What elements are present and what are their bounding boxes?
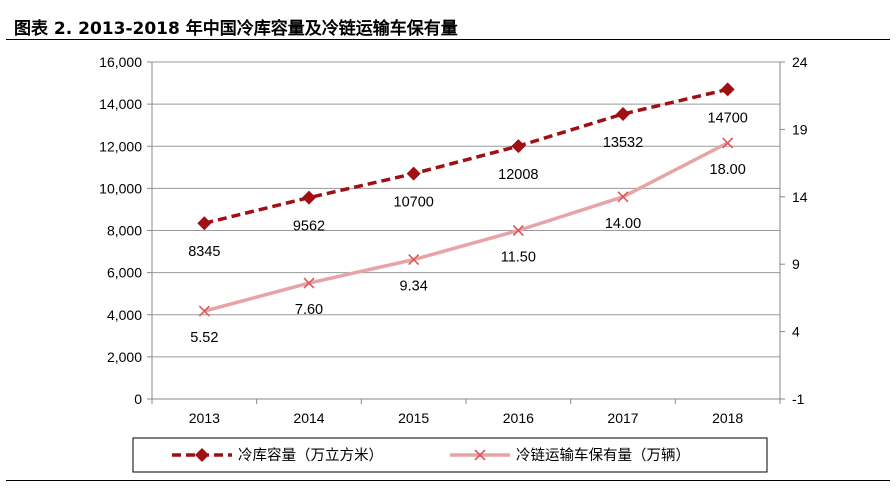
data-label-storage: 13532 xyxy=(603,135,643,151)
y-left-tick-label: 12,000 xyxy=(99,138,142,154)
y-left-tick-label: 8,000 xyxy=(107,223,142,239)
y-left-tick-label: 16,000 xyxy=(99,54,142,70)
data-label-vehicles: 18.00 xyxy=(710,162,746,178)
y-right-tick-label: 19 xyxy=(792,121,808,137)
data-point-vehicles xyxy=(198,305,210,317)
data-point-storage xyxy=(720,82,735,97)
data-point-storage xyxy=(511,139,526,154)
data-label-vehicles: 14.00 xyxy=(605,216,641,232)
y-right-tick-label: 14 xyxy=(792,189,808,205)
x-tick-label: 2018 xyxy=(712,410,743,426)
y-right-tick-label: 4 xyxy=(792,324,800,340)
data-point-vehicles xyxy=(617,191,629,203)
y-left-tick-label: 0 xyxy=(134,391,142,407)
data-point-vehicles xyxy=(303,277,315,289)
data-label-vehicles: 7.60 xyxy=(295,302,323,318)
figure-title: 图表 2. 2013-2018 年中国冷库容量及冷链运输车保有量 xyxy=(14,19,458,39)
data-point-vehicles xyxy=(722,137,734,149)
data-label-vehicles: 5.52 xyxy=(190,330,218,346)
y-right-tick-label: 24 xyxy=(792,54,808,70)
data-point-vehicles xyxy=(512,224,524,237)
y-left-tick-label: 6,000 xyxy=(107,265,142,281)
title-divider xyxy=(6,39,890,40)
data-label-storage: 14700 xyxy=(708,110,748,126)
x-tick-label: 2017 xyxy=(607,410,638,426)
legend-label-storage: 冷库容量（万立方米） xyxy=(238,447,383,464)
legend-marker-storage xyxy=(195,448,209,462)
data-label-storage: 10700 xyxy=(394,195,434,211)
bottom-divider xyxy=(6,480,890,481)
data-label-storage: 9562 xyxy=(293,219,325,235)
x-tick-label: 2015 xyxy=(398,410,429,426)
data-label-vehicles: 11.50 xyxy=(501,250,536,266)
legend-marker-vehicles xyxy=(474,449,486,461)
y-left-tick-label: 10,000 xyxy=(99,180,142,196)
data-point-storage xyxy=(616,106,630,121)
data-label-vehicles: 9.34 xyxy=(400,279,428,295)
y-left-tick-label: 4,000 xyxy=(107,307,142,323)
data-point-storage xyxy=(302,190,316,205)
x-tick-label: 2014 xyxy=(293,410,324,426)
series-line-cold-storage xyxy=(203,87,729,225)
y-right-tick-label: -1 xyxy=(792,391,805,407)
series-line-cold-chain-vehicles xyxy=(203,141,729,313)
data-point-storage xyxy=(197,216,212,231)
x-tick-label: 2016 xyxy=(503,410,534,426)
y-left-tick-label: 2,000 xyxy=(107,349,142,365)
data-point-vehicles xyxy=(408,254,420,266)
y-left-tick-label: 14,000 xyxy=(99,96,142,112)
data-label-storage: 12008 xyxy=(498,167,538,183)
data-label-storage: 8345 xyxy=(188,244,220,260)
data-point-storage xyxy=(406,166,421,181)
x-tick-label: 2013 xyxy=(189,410,220,426)
legend-label-vehicles: 冷链运输车保有量（万辆） xyxy=(516,447,690,464)
figure-title-bar: 图表 2. 2013-2018 年中国冷库容量及冷链运输车保有量 xyxy=(6,6,890,40)
y-right-tick-label: 9 xyxy=(792,256,800,272)
